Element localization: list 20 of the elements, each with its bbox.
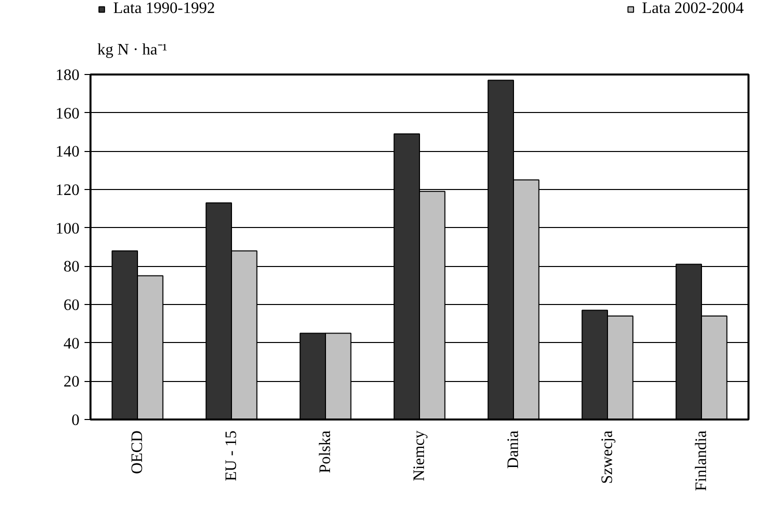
x-tick-label: Finlandia	[693, 430, 710, 491]
y-tick-label: 80	[64, 258, 80, 276]
legend-label: Lata 2002-2004	[642, 0, 744, 18]
x-tick-label: Dania	[505, 430, 522, 469]
y-tick-label: 160	[56, 105, 80, 122]
x-tick-label: Niemcy	[411, 430, 428, 482]
x-tick-label: Szwecja	[599, 430, 616, 484]
x-tick-label: EU - 15	[223, 430, 240, 482]
y-tick-label: 180	[56, 67, 80, 84]
y-tick-label: 60	[64, 297, 80, 314]
legend-label: Lata 1990-1992	[113, 0, 215, 18]
y-tick-label: 20	[64, 374, 80, 391]
y-tick-label: 120	[56, 182, 80, 199]
y-tick-label: 140	[56, 144, 80, 161]
x-tick-label: Polska	[317, 430, 334, 474]
y-axis-title: kg N · ha⁻¹	[97, 42, 168, 58]
y-tick-label: 100	[56, 220, 80, 238]
y-tick-label: 0	[72, 412, 80, 429]
x-tick-label: OECD	[129, 430, 146, 474]
y-tick-label: 40	[64, 335, 80, 352]
